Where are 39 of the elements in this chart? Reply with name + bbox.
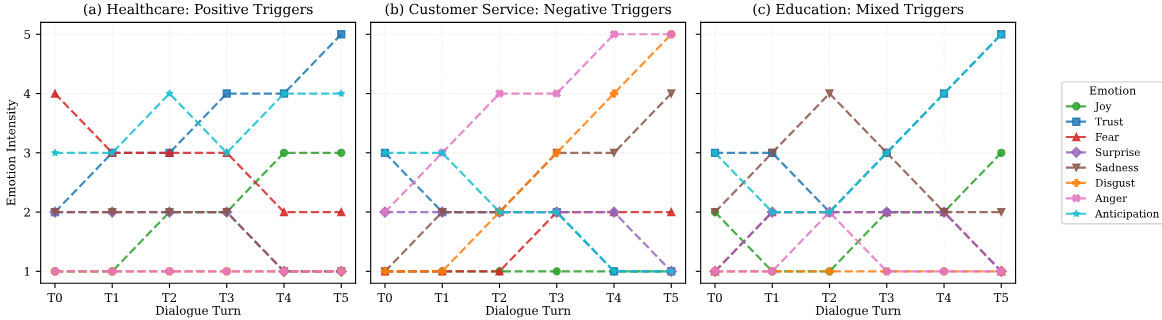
- x-tick-label: T5: [333, 293, 349, 303]
- legend-label: Disgust: [1095, 178, 1135, 189]
- x-tick-label: T1: [104, 293, 119, 302]
- chart-title: (b) Customer Service: Negative Triggers: [385, 3, 671, 18]
- chart-title: (c) Education: Mixed Triggers: [753, 3, 964, 18]
- x-tick-label: T2: [821, 293, 837, 302]
- x-axis-title: Dialogue Turn: [155, 305, 241, 318]
- x-tick-label: T5: [993, 293, 1009, 303]
- x-tick-label: T3: [219, 293, 234, 303]
- chart-title: (a) Healthcare: Positive Triggers: [83, 3, 313, 18]
- x-tick-label: T2: [161, 293, 177, 302]
- x-tick-label: T0: [47, 293, 62, 303]
- x-tick-label: T3: [879, 293, 894, 303]
- x-tick-label: T0: [707, 293, 722, 303]
- legend-label: Sadness: [1095, 163, 1139, 172]
- y-tick-label: 4: [23, 89, 31, 99]
- y-tick-label: 1: [24, 267, 30, 276]
- legend-label: Trust: [1095, 117, 1124, 126]
- x-tick-label: T3: [549, 293, 564, 303]
- y-tick-label: 3: [24, 148, 31, 158]
- y-axis-title: Emotion Intensity: [6, 99, 18, 206]
- legend-label: Anger: [1095, 194, 1128, 205]
- x-axis-title: Dialogue Turn: [485, 305, 571, 318]
- legend-label: Joy: [1094, 102, 1112, 113]
- x-tick-label: T1: [434, 293, 449, 302]
- legend-title: Emotion: [1089, 86, 1136, 95]
- x-tick-label: T4: [606, 293, 622, 302]
- x-tick-label: T2: [491, 293, 507, 302]
- x-tick-label: T0: [377, 293, 392, 303]
- x-tick-label: T4: [276, 293, 292, 302]
- x-tick-label: T1: [764, 293, 779, 302]
- x-tick-label: T5: [663, 293, 679, 303]
- legend-label: Surprise: [1095, 148, 1140, 159]
- x-tick-label: T4: [936, 293, 952, 302]
- legend-label: Anticipation: [1095, 209, 1160, 220]
- x-axis-title: Dialogue Turn: [815, 305, 901, 318]
- y-tick-label: 5: [24, 30, 31, 39]
- y-tick-label: 2: [24, 207, 30, 217]
- legend-label: Fear: [1095, 133, 1120, 141]
